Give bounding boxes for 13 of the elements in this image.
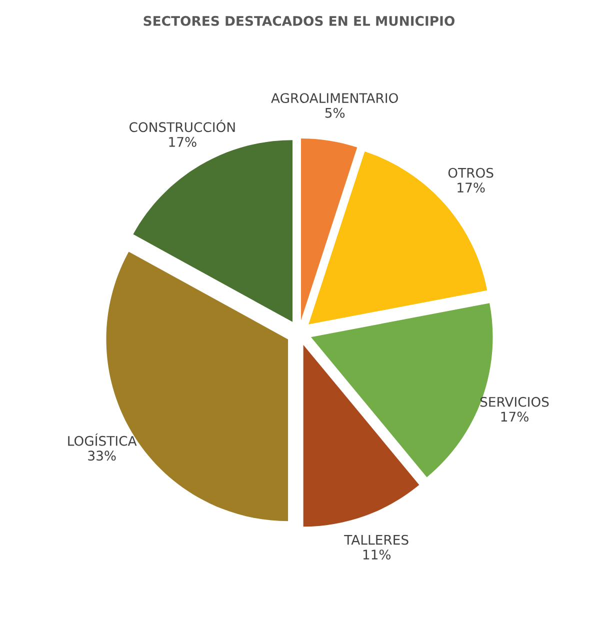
data-label: 33% (88, 450, 116, 461)
slice-label: LOGÍSTICA (68, 433, 137, 446)
slice-label: TALLERES (344, 534, 408, 545)
data-label: 17% (501, 412, 528, 422)
slice-label: CONSTRUCCIÓN (129, 120, 235, 132)
data-label: 17% (458, 182, 485, 193)
chart-title: SECTORES DESTACADOS EN EL MUNICIPIO (144, 16, 455, 26)
slice-label: OTROS (448, 168, 494, 178)
data-label: 5% (325, 108, 345, 118)
data-label: 11% (363, 550, 391, 560)
slice-label: SERVICIOS (480, 396, 549, 407)
data-label: 17% (169, 136, 196, 147)
slice-label: AGROALIMENTARIO (271, 93, 398, 104)
